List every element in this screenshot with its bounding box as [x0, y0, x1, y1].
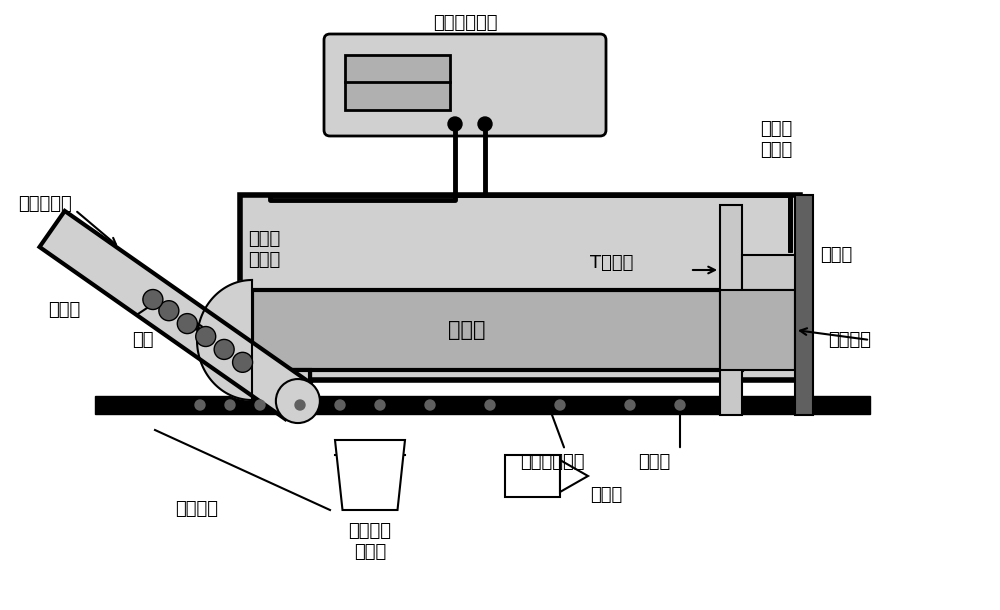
Circle shape [675, 400, 685, 410]
Circle shape [214, 339, 234, 359]
Text: 阻抗测量模块: 阻抗测量模块 [433, 14, 497, 32]
Bar [742, 255, 802, 290]
Circle shape [159, 301, 179, 321]
Circle shape [255, 400, 265, 410]
Text: 细胞: 细胞 [132, 331, 154, 349]
Polygon shape [252, 370, 310, 395]
Text: 负压源: 负压源 [820, 246, 852, 264]
Text: 生物倒置
显微镜: 生物倒置 显微镜 [349, 522, 392, 561]
Polygon shape [560, 460, 588, 492]
Text: 承载体: 承载体 [448, 320, 486, 340]
Circle shape [225, 400, 235, 410]
Circle shape [233, 353, 253, 372]
Circle shape [478, 117, 492, 131]
Text: 第二测
量电极: 第二测 量电极 [760, 120, 792, 159]
Text: 摄像头: 摄像头 [590, 486, 622, 504]
Bar [505, 455, 560, 497]
Circle shape [625, 400, 635, 410]
Circle shape [196, 326, 216, 346]
Bar [795, 195, 813, 415]
Text: 第一测
量电极: 第一测 量电极 [248, 230, 280, 269]
Text: T型导管: T型导管 [590, 254, 633, 272]
Circle shape [143, 290, 163, 309]
Text: 毛细管: 毛细管 [48, 301, 80, 319]
Text: 负压通道: 负压通道 [828, 331, 871, 349]
Circle shape [276, 379, 320, 423]
Circle shape [295, 400, 305, 410]
Bar [240, 195, 800, 380]
Circle shape [448, 117, 462, 131]
Text: 连接注射泵: 连接注射泵 [18, 195, 72, 213]
FancyBboxPatch shape [324, 34, 606, 136]
Text: 玻璃片: 玻璃片 [638, 453, 670, 471]
Bar [95, 396, 870, 414]
Polygon shape [197, 280, 252, 400]
Bar [720, 205, 742, 415]
Text: 压缩通道: 压缩通道 [175, 500, 218, 518]
Text: 细胞回收通道: 细胞回收通道 [520, 453, 584, 471]
Circle shape [425, 400, 435, 410]
Bar [345, 55, 450, 110]
Circle shape [335, 400, 345, 410]
Polygon shape [335, 440, 405, 510]
Bar [720, 290, 795, 370]
Bar [252, 290, 742, 370]
Circle shape [195, 400, 205, 410]
Polygon shape [40, 211, 310, 419]
Circle shape [485, 400, 495, 410]
Circle shape [555, 400, 565, 410]
Circle shape [375, 400, 385, 410]
Circle shape [177, 314, 197, 334]
